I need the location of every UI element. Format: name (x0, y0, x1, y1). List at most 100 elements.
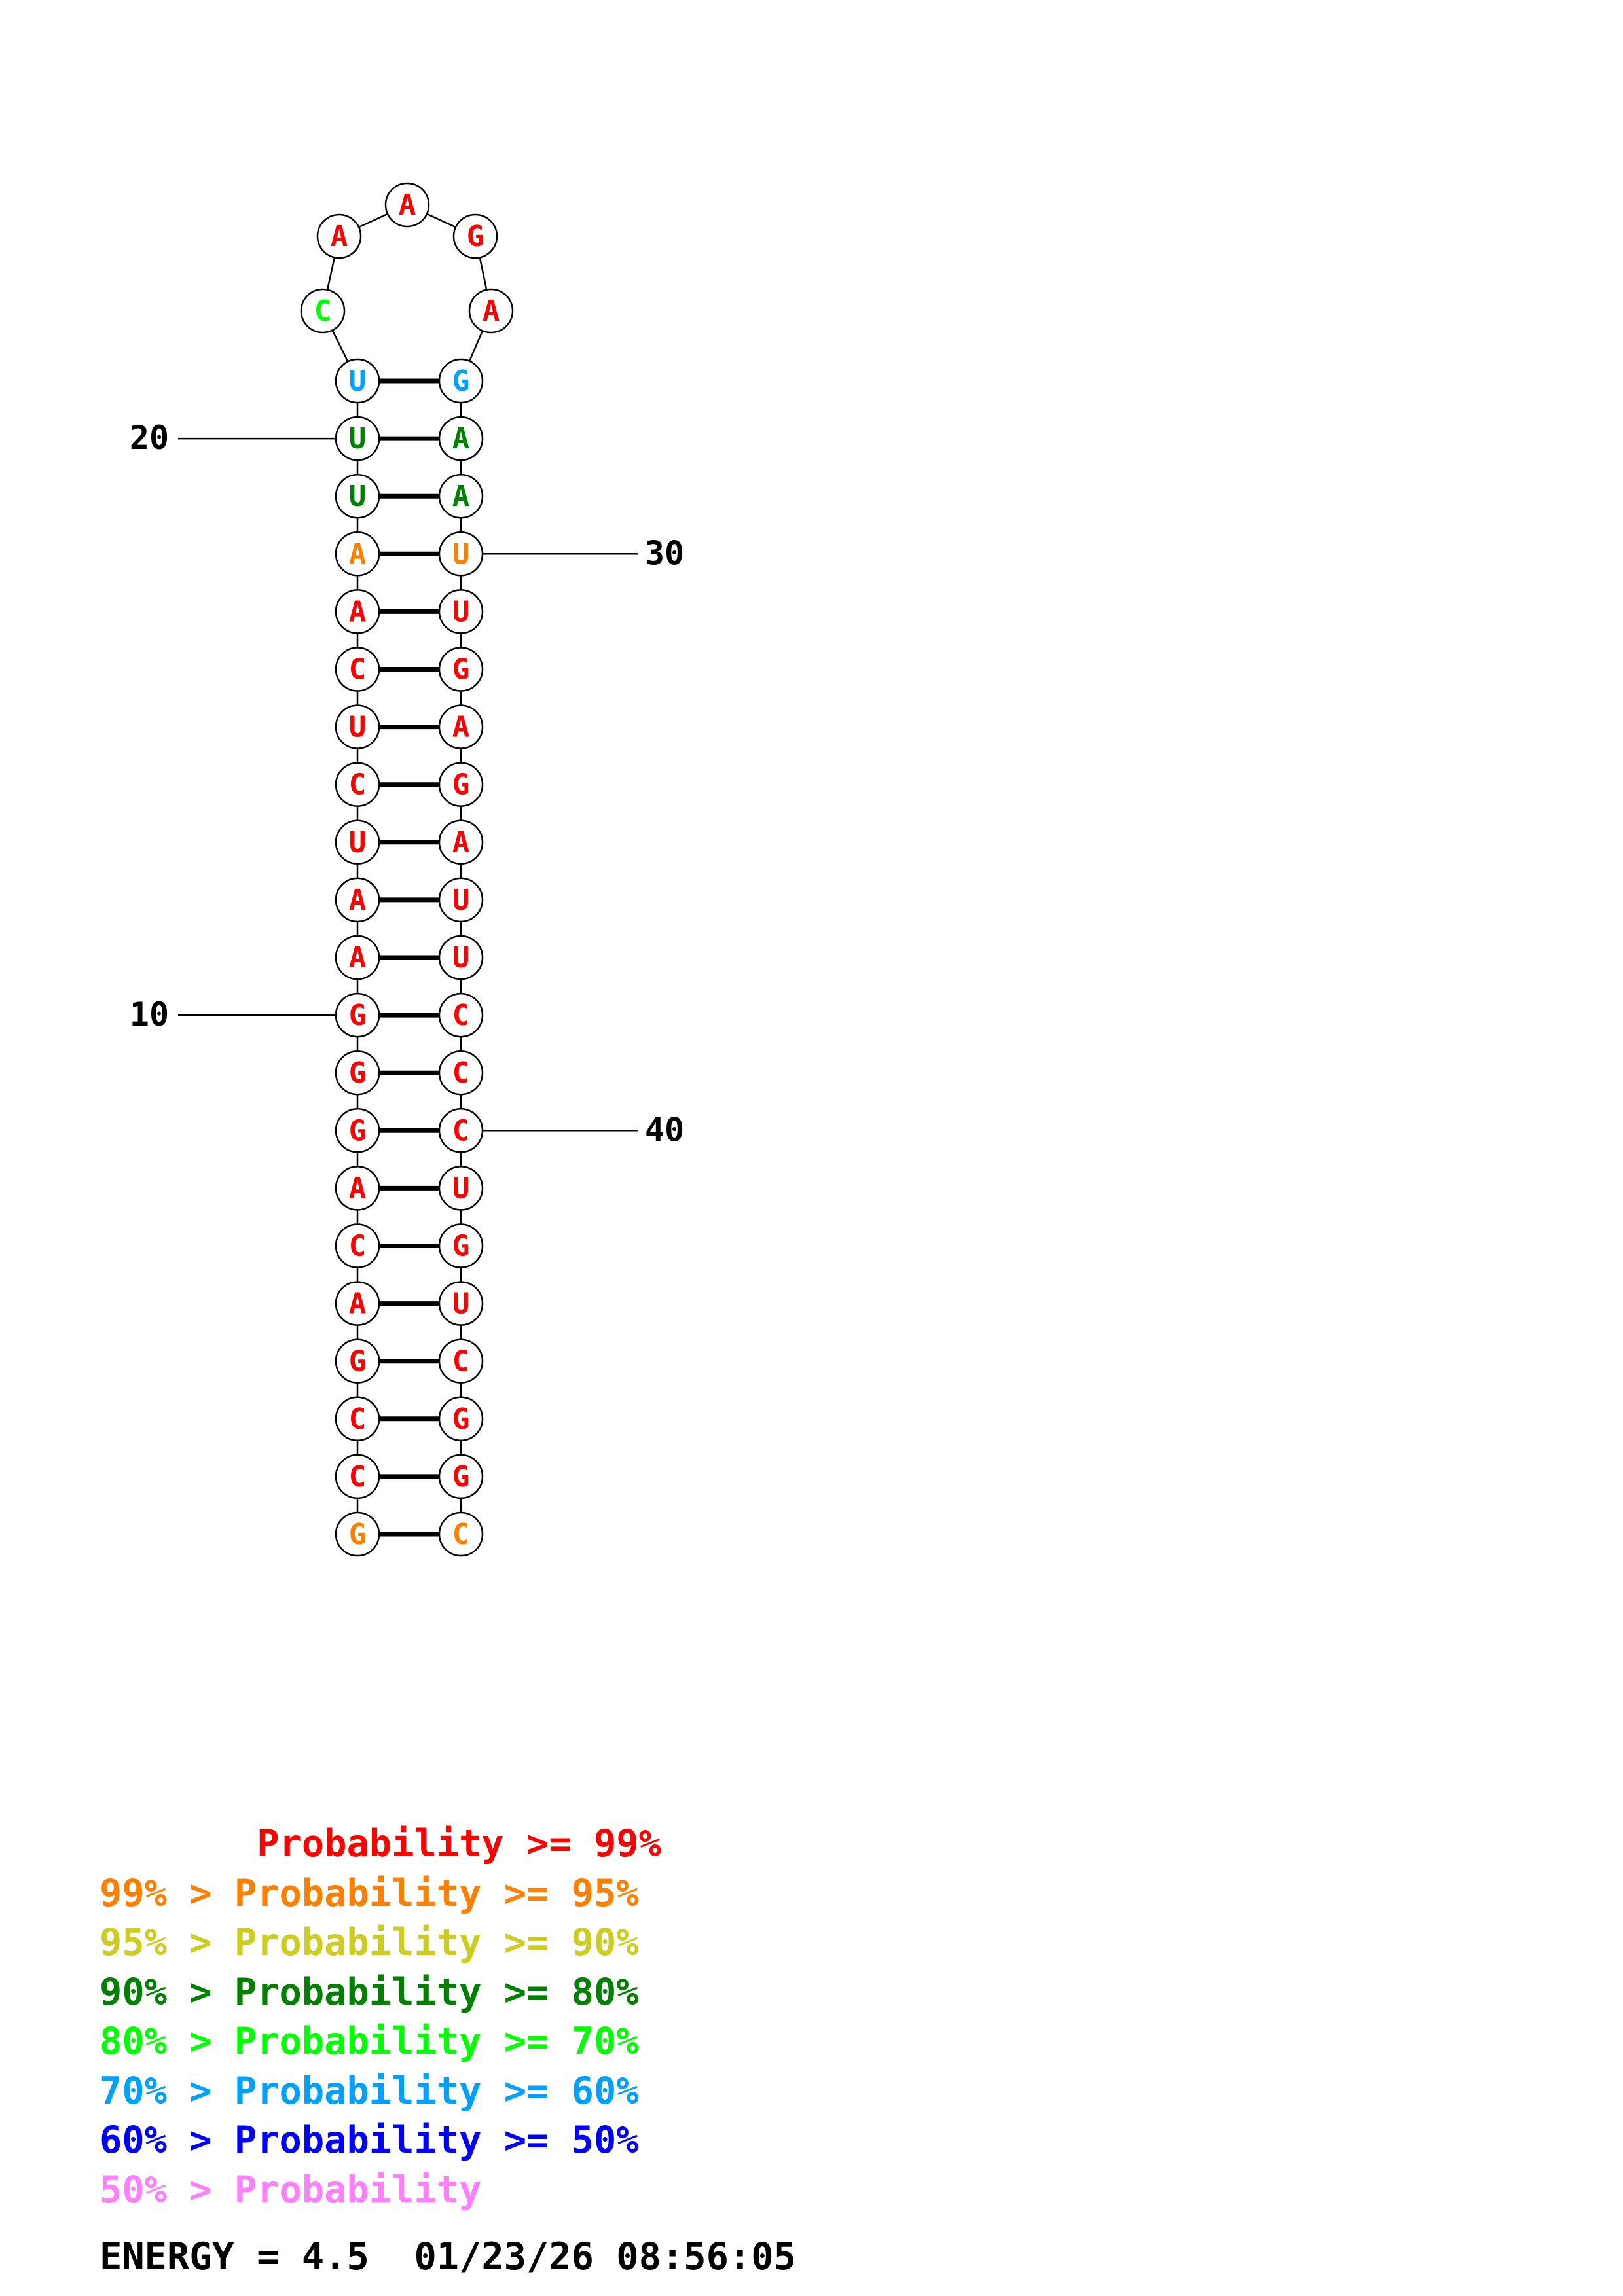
nucleotide-letter: U (349, 480, 367, 513)
nucleotide-circle (300, 288, 346, 334)
nucleotide-circle (335, 819, 380, 865)
nucleotide-letter: A (349, 941, 367, 975)
nucleotide-letter: G (452, 365, 470, 398)
footer-spacer (369, 2235, 414, 2278)
nucleotide-letter: G (452, 1403, 470, 1436)
legend-row: 70% > Probability >= 60% (100, 2067, 661, 2117)
nucleotide-letter: C (452, 1056, 470, 1090)
nucleotide-letter: C (452, 1518, 470, 1551)
nucleotide-circle (438, 647, 484, 692)
nucleotide-circle (452, 213, 498, 259)
nucleotide-circle (335, 762, 380, 807)
nucleotide-letter: U (349, 365, 367, 398)
nucleotide-letter: G (349, 999, 367, 1032)
nucleotide-letter: C (452, 999, 470, 1032)
nucleotide-letter: C (349, 653, 367, 687)
nucleotide-circle (438, 589, 484, 634)
nucleotide-letter: C (314, 295, 332, 328)
nucleotide-letter: U (452, 1172, 470, 1205)
nucleotide-circle (335, 704, 380, 749)
nucleotide-circle (335, 416, 380, 461)
nucleotide-letter: A (349, 595, 367, 628)
legend-label: Probability >= 60% (234, 2069, 639, 2113)
tick-label: 10 (130, 996, 169, 1033)
nucleotide-letter: G (349, 1518, 367, 1551)
legend-label: Probability >= 95% (234, 1871, 639, 1915)
nucleotide-letter: C (349, 1403, 367, 1436)
nucleotide-circle (438, 1166, 484, 1211)
nucleotide-letter: A (349, 1172, 367, 1205)
nucleotide-circle (335, 1454, 380, 1499)
nucleotide-circle (438, 877, 484, 923)
nucleotide-circle (335, 589, 380, 634)
tick-label: 40 (645, 1111, 684, 1149)
nucleotide-letter: C (349, 1460, 367, 1494)
nucleotide-circle (335, 1338, 380, 1384)
legend-prefix: 60% > (100, 2119, 234, 2162)
legend-label: Probability >= 90% (234, 1921, 639, 1964)
nucleotide-circle (468, 288, 514, 334)
legend-label: Probability >= 99% (257, 1822, 661, 1865)
nucleotide-circle (438, 762, 484, 807)
nucleotide-letter: A (452, 422, 470, 456)
nucleotide-circle (335, 992, 380, 1038)
nucleotide-circle (438, 992, 484, 1038)
nucleotide-letter: C (349, 1230, 367, 1263)
nucleotide-circle (335, 1050, 380, 1096)
nucleotide-circle (335, 531, 380, 577)
nucleotide-circle (384, 182, 430, 228)
nucleotide-circle (438, 1108, 484, 1153)
nucleotide-letter: C (452, 1114, 470, 1147)
nucleotide-circle (438, 358, 484, 404)
backbone-layer (321, 204, 492, 1534)
nucleotide-letter: A (331, 220, 348, 253)
nucleotide-circle (335, 647, 380, 692)
legend-prefix (100, 1822, 257, 1865)
nucleotide-letter: U (452, 884, 470, 917)
nucleotide-circle (438, 1281, 484, 1326)
tick-label: 30 (645, 534, 684, 572)
nucleotide-circle (438, 473, 484, 519)
legend-prefix: 90% > (100, 1970, 234, 2014)
energy-footer: ENERGY = 4.5 01/23/26 08:56:05 (100, 2235, 796, 2278)
legend-prefix: 95% > (100, 1921, 234, 1964)
nucleotide-circle (335, 1223, 380, 1268)
nucleotide-letter: U (452, 941, 470, 975)
nucleotide-letter: G (349, 1345, 367, 1378)
nucleotide-letter: G (349, 1114, 367, 1147)
legend-row: 90% > Probability >= 80% (100, 1968, 661, 2018)
nucleotide-circle (438, 1511, 484, 1557)
legend-row: 60% > Probability >= 50% (100, 2116, 661, 2166)
legend-row: 99% > Probability >= 95% (100, 1869, 661, 1919)
nucleotide-letter: C (349, 768, 367, 802)
nucleotide-letter: G (452, 653, 470, 687)
nucleotide-letter: C (452, 1345, 470, 1378)
tick-layer: 10 20 30 40 (130, 419, 684, 1149)
nucleotide-letter: G (452, 768, 470, 802)
nucleotide-circle (335, 358, 380, 404)
legend-label: Probability >= 50% (234, 2119, 639, 2162)
nucleotide-letter: A (349, 884, 367, 917)
nucleotide-letter: G (452, 1230, 470, 1263)
nucleotide-circle (335, 935, 380, 980)
nucleotide-circle (438, 531, 484, 577)
base-pair-layer (379, 378, 439, 1537)
nucleotide-letter: G (452, 1460, 470, 1494)
probability-legend: Probability >= 99% 99% > Probability >= 9… (100, 1820, 661, 2215)
legend-label: Probability (234, 2168, 482, 2212)
legend-label: Probability >= 80% (234, 1970, 639, 2014)
nucleotide-circle (316, 213, 362, 259)
nucleotide-letter: U (452, 1287, 470, 1321)
nucleotide-circle (438, 1050, 484, 1096)
nucleotide-circle (438, 935, 484, 980)
nucleotide-circle (335, 877, 380, 923)
nucleotide-circle (335, 1396, 380, 1442)
nucleotide-letter: A (452, 826, 470, 859)
legend-row: Probability >= 99% (100, 1820, 661, 1869)
nucleotide-letter: U (349, 826, 367, 859)
nucleotide-circle (438, 1338, 484, 1384)
nucleotide-letter: U (452, 595, 470, 628)
nucleotide-circle (438, 416, 484, 461)
nucleotide-letter: G (349, 1056, 367, 1090)
